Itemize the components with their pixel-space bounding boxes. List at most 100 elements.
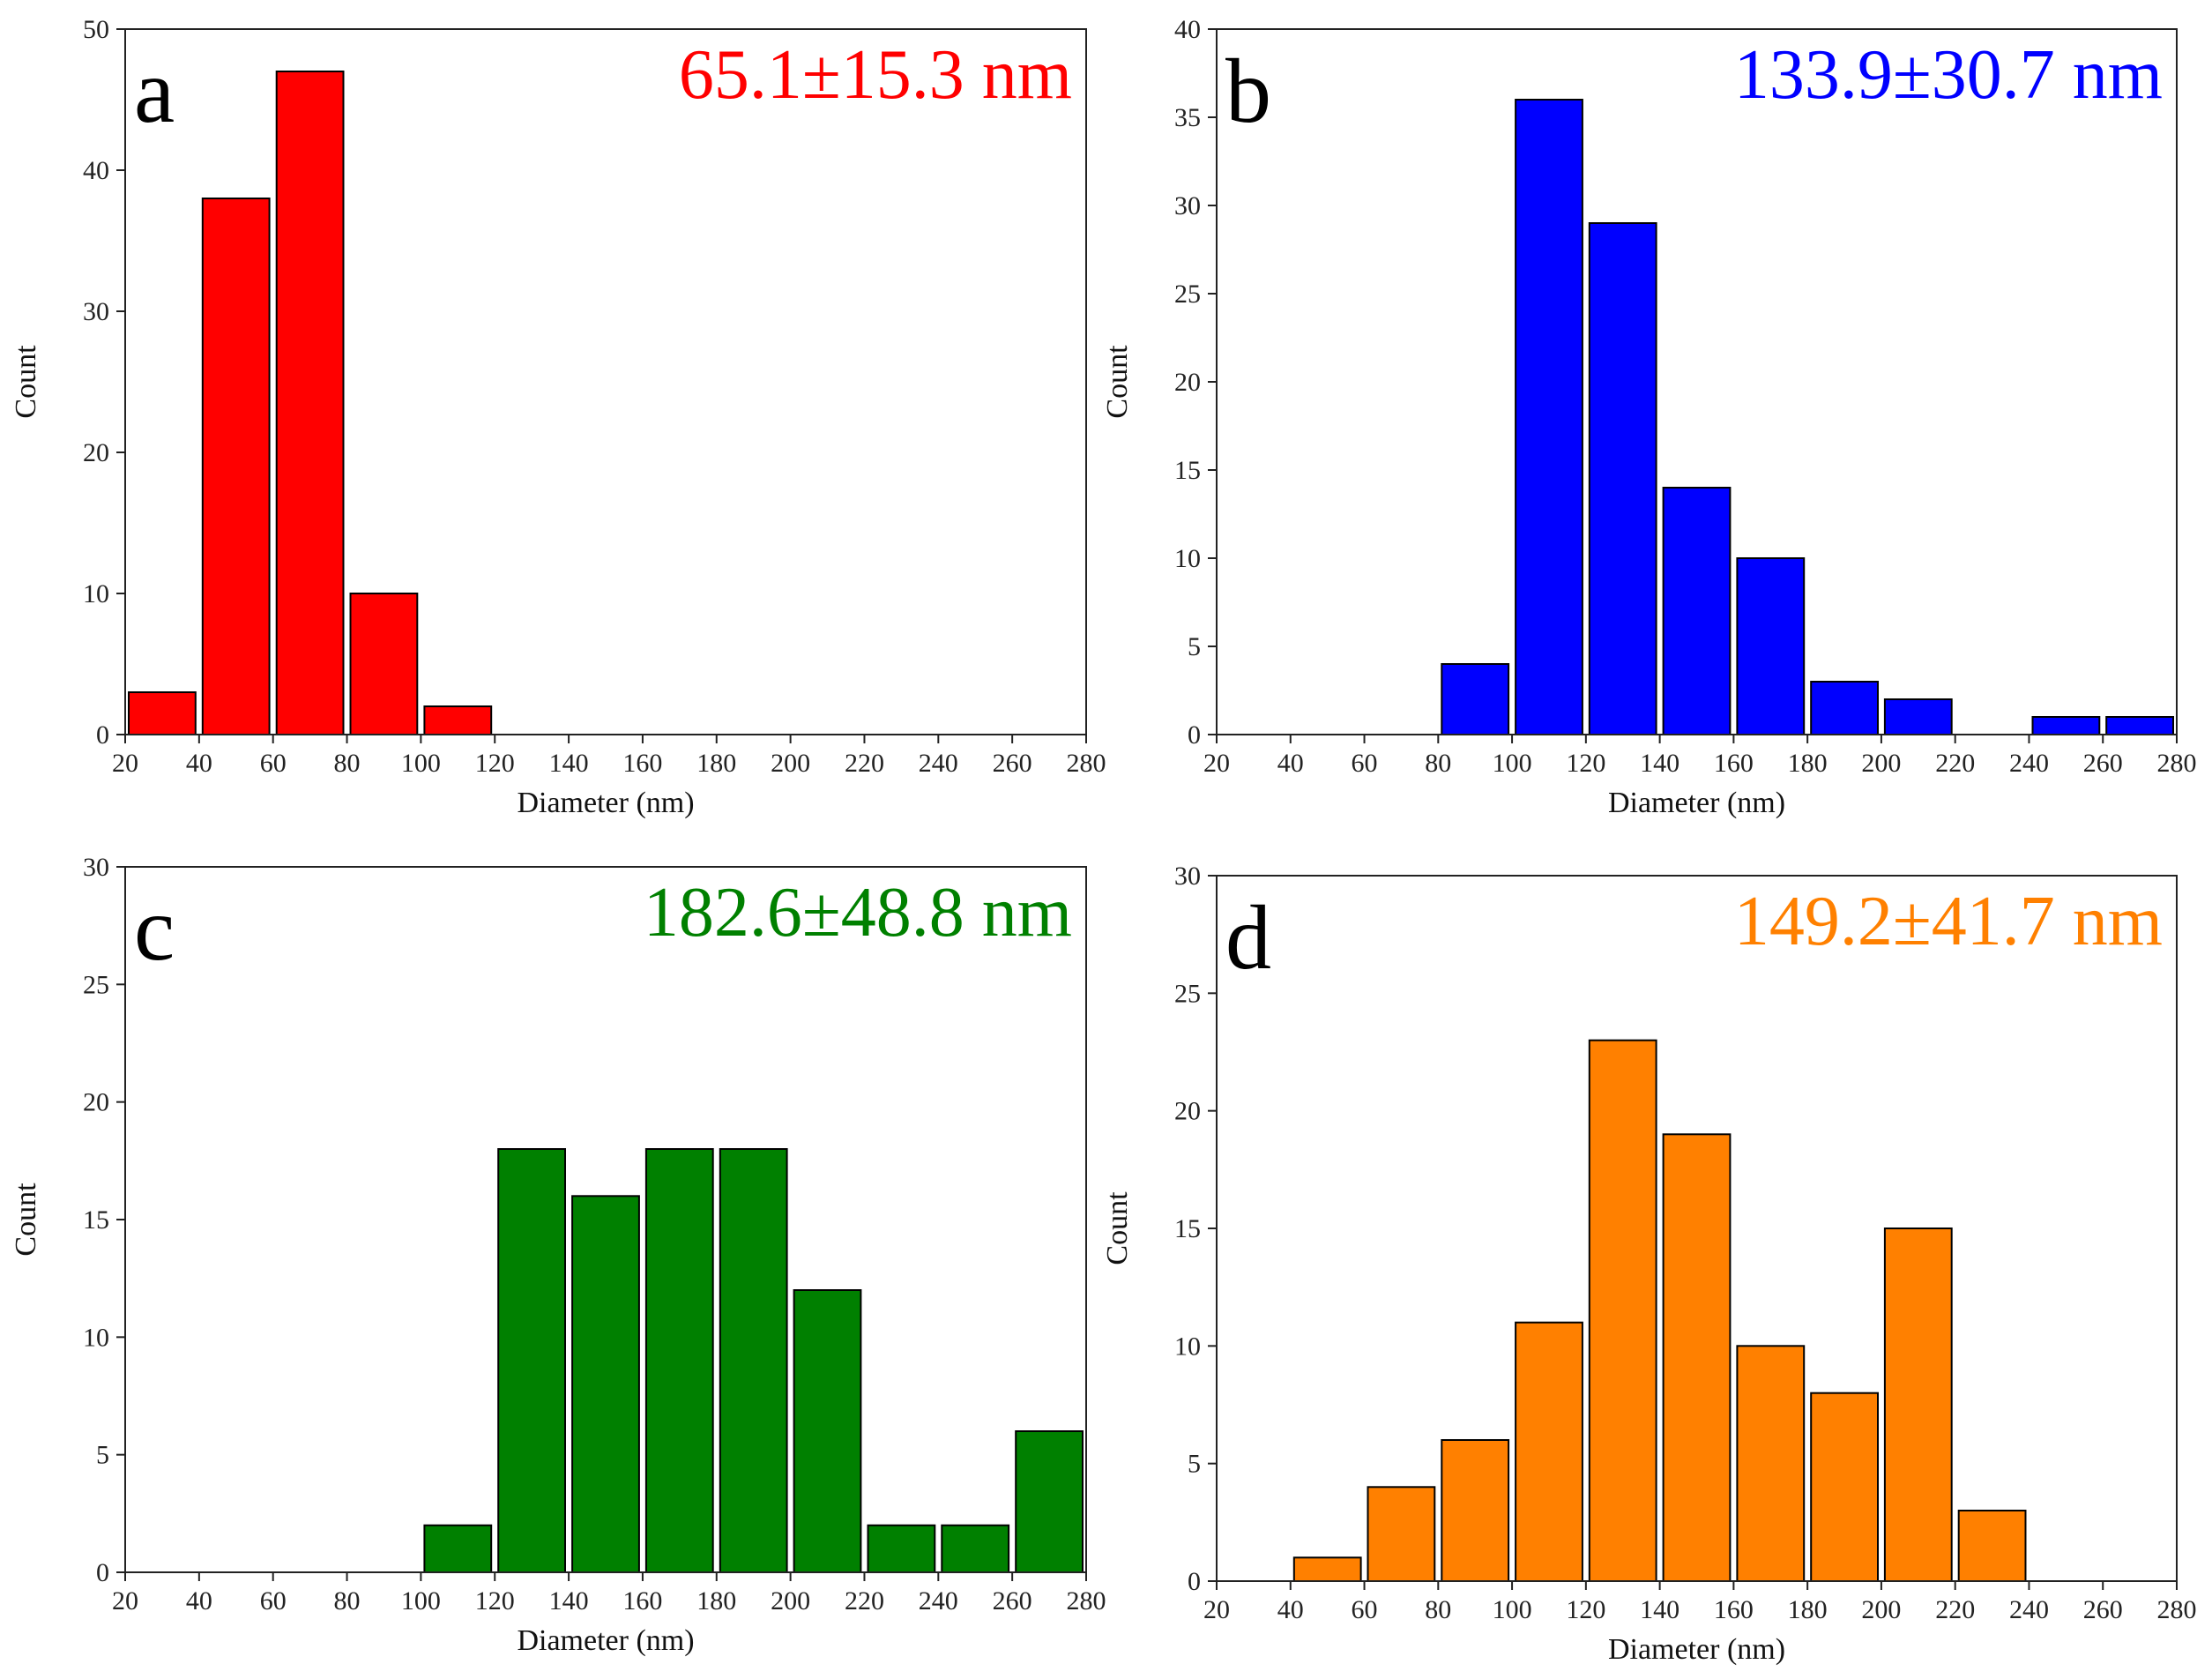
x-tick-label: 200: [1861, 749, 1901, 778]
x-tick-label: 200: [1861, 1595, 1901, 1624]
y-tick-label: 10: [83, 579, 109, 608]
bar-d-200-220: [1883, 1228, 1953, 1582]
x-tick-label: 120: [475, 749, 515, 778]
y-tick-label: 40: [83, 156, 109, 185]
x-tick-label: 260: [993, 749, 1032, 778]
size-annotation: 182.6±48.8 nm: [644, 874, 1072, 951]
y-tick-label: 20: [83, 438, 109, 467]
histogram-panel-d: 20 40 60 80 100 120 140 160 180 200 220 240 260 280 0 5…: [1101, 862, 2197, 1666]
y-tick-label: 0: [1188, 720, 1201, 750]
bar-c-140-160: [571, 1195, 640, 1574]
y-axis-label: Count: [10, 345, 42, 419]
bar-a-60-80: [275, 71, 345, 735]
y-tick-label: 10: [1174, 544, 1201, 573]
bar-b-80-100: [1441, 663, 1510, 735]
x-tick-label: 180: [1788, 749, 1828, 778]
bar-d-220-240: [1957, 1510, 2027, 1582]
x-tick-label: 100: [401, 1586, 441, 1616]
x-tick-label: 280: [1067, 1586, 1106, 1616]
x-tick-label: 160: [622, 749, 662, 778]
x-tick-label: 240: [2009, 749, 2049, 778]
y-tick-label: 30: [1174, 191, 1201, 220]
bar-a-40-60: [201, 198, 271, 735]
x-tick-label: 20: [1203, 1595, 1230, 1624]
x-tick-label: 80: [334, 1586, 361, 1616]
x-tick-label: 140: [1640, 1595, 1679, 1624]
x-tick-label: 140: [549, 749, 589, 778]
bar-a-80-100: [349, 593, 419, 735]
x-tick-label: 20: [112, 1586, 138, 1616]
x-axis-label: Diameter (nm): [517, 1624, 694, 1657]
y-tick-label: 35: [1174, 103, 1201, 132]
bar-b-160-180: [1736, 557, 1806, 735]
size-annotation: 149.2±41.7 nm: [1734, 883, 2163, 960]
x-tick-label: 260: [2083, 749, 2123, 778]
y-tick-label: 5: [1188, 1450, 1201, 1479]
x-tick-label: 200: [771, 749, 810, 778]
bar-a-100-120: [423, 705, 493, 735]
x-axis-label: Diameter (nm): [517, 787, 694, 819]
bar-d-160-180: [1736, 1345, 1806, 1583]
bar-d-60-80: [1367, 1486, 1436, 1583]
x-tick-label: 180: [696, 749, 736, 778]
x-tick-label: 40: [1277, 1595, 1304, 1624]
x-tick-label: 60: [1352, 749, 1378, 778]
bar-c-100-120: [423, 1524, 493, 1573]
x-tick-label: 140: [1640, 749, 1679, 778]
bar-b-240-260: [2031, 716, 2101, 735]
bar-b-120-140: [1588, 222, 1657, 735]
bar-c-240-260: [941, 1524, 1010, 1573]
x-tick-label: 180: [696, 1586, 736, 1616]
y-tick-label: 25: [1174, 280, 1201, 309]
x-tick-label: 220: [1935, 1595, 1975, 1624]
x-tick-label: 60: [260, 749, 287, 778]
y-tick-label: 40: [1174, 15, 1201, 44]
x-tick-label: 160: [1714, 1595, 1754, 1624]
bar-b-260-280: [2105, 716, 2174, 735]
x-tick-label: 260: [2083, 1595, 2123, 1624]
x-axis-label: Diameter (nm): [1608, 1633, 1785, 1666]
bar-d-180-200: [1810, 1392, 1879, 1582]
histogram-panel-a: 20 40 60 80 100 120 140 160 180 200 220 240 260 280 0 1…: [10, 15, 1106, 819]
bar-c-220-240: [867, 1524, 936, 1573]
histogram-panel-b: 20 40 60 80 100 120 140 160 180 200 220 240 260 280 0 5…: [1101, 15, 2197, 819]
panel-letter: d: [1225, 887, 1271, 989]
bar-d-140-160: [1662, 1133, 1732, 1583]
y-tick-label: 10: [1174, 1332, 1201, 1361]
x-tick-label: 240: [2009, 1595, 2049, 1624]
bar-d-80-100: [1441, 1439, 1510, 1582]
y-tick-label: 0: [96, 1558, 109, 1587]
x-tick-label: 220: [845, 1586, 884, 1616]
y-tick-label: 20: [1174, 1097, 1201, 1126]
panel-letter: c: [134, 878, 175, 980]
y-tick-label: 15: [1174, 456, 1201, 485]
y-tick-label: 5: [96, 1441, 109, 1470]
bar-c-180-200: [719, 1148, 788, 1573]
panel-letter: b: [1225, 41, 1271, 142]
x-tick-label: 280: [2157, 749, 2197, 778]
bar-b-180-200: [1810, 681, 1879, 735]
x-tick-label: 120: [1566, 749, 1605, 778]
y-tick-label: 30: [83, 297, 109, 326]
plot-frame: [124, 28, 1087, 735]
x-tick-label: 220: [1935, 749, 1975, 778]
x-tick-label: 240: [919, 749, 958, 778]
bar-d-100-120: [1515, 1321, 1583, 1582]
x-tick-label: 160: [622, 1586, 662, 1616]
bar-c-120-140: [497, 1148, 567, 1573]
y-tick-label: 20: [1174, 368, 1201, 397]
y-tick-label: 20: [83, 1088, 109, 1117]
x-tick-label: 40: [186, 749, 212, 778]
x-axis-label: Diameter (nm): [1608, 787, 1785, 819]
x-tick-label: 80: [1425, 1595, 1451, 1624]
histogram-panel-c: 20 40 60 80 100 120 140 160 180 200 220 240 260 280 0 5…: [10, 853, 1106, 1657]
bar-d-120-140: [1588, 1039, 1657, 1582]
y-tick-label: 5: [1188, 632, 1201, 661]
x-tick-label: 200: [771, 1586, 810, 1616]
panel-letter: a: [134, 41, 175, 142]
bar-d-40-60: [1292, 1556, 1362, 1583]
bar-b-200-220: [1883, 698, 1953, 735]
x-tick-label: 220: [845, 749, 884, 778]
bar-b-140-160: [1662, 487, 1732, 735]
